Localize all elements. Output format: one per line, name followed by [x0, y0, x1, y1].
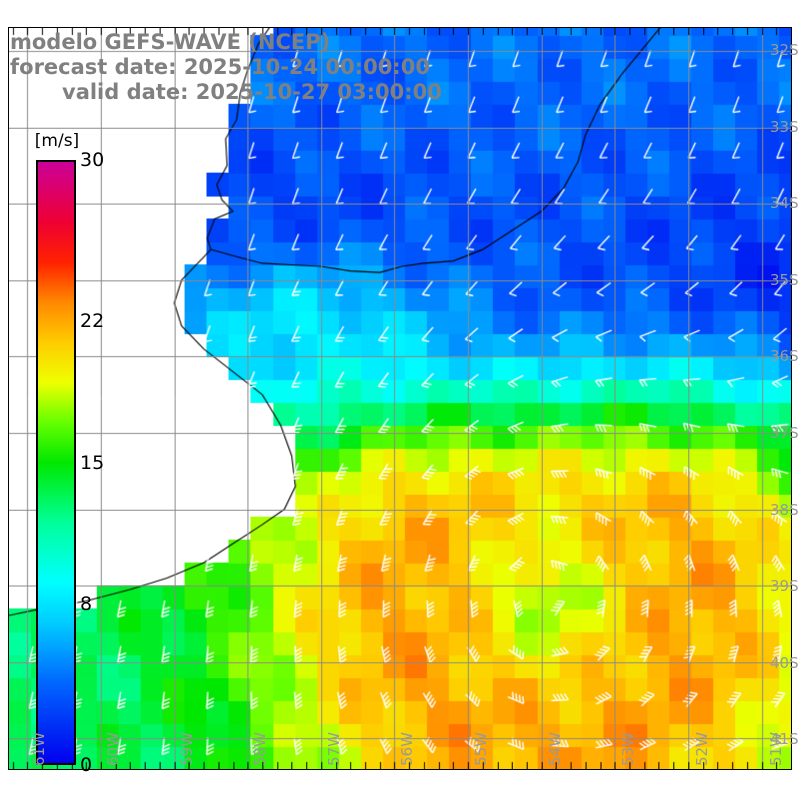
colorbar-gradient [36, 160, 76, 765]
lon-label-56W: 56W [398, 732, 417, 766]
lon-label-54W: 54W [545, 732, 564, 766]
lon-label-61W: 61W [30, 732, 49, 766]
colorbar-tick-8: 8 [80, 592, 93, 615]
colorbar-tick-22: 22 [80, 310, 105, 333]
lon-label-59W: 59W [177, 732, 196, 766]
lat-label-38S: 38S [770, 500, 799, 519]
lon-label-55W: 55W [472, 732, 491, 766]
lat-label-40S: 40S [770, 653, 799, 672]
lon-label-51W: 51W [766, 732, 785, 766]
lon-label-52W: 52W [692, 732, 711, 766]
axis-tick-marks [9, 28, 791, 769]
lon-label-57W: 57W [324, 732, 343, 766]
map-plot-area[interactable] [8, 27, 792, 770]
lat-label-41S: 41S [770, 730, 799, 749]
lat-label-36S: 36S [770, 347, 799, 366]
colorbar-tick-30: 30 [80, 149, 105, 171]
colorbar-tick-15: 15 [80, 451, 105, 474]
lat-label-37S: 37S [770, 423, 799, 442]
lat-label-39S: 39S [770, 577, 799, 596]
lon-label-58W: 58W [251, 732, 270, 766]
colorbar-unit-label: [m/s] [34, 131, 80, 151]
lon-label-53W: 53W [619, 732, 638, 766]
lat-label-35S: 35S [770, 270, 799, 289]
lon-label-60W: 60W [104, 732, 123, 766]
lat-label-34S: 34S [770, 194, 799, 213]
lat-label-32S: 32S [770, 40, 799, 59]
colorbar-tick-0: 0 [80, 754, 93, 776]
colorbar[interactable] [36, 160, 76, 765]
lat-label-33S: 33S [770, 117, 799, 136]
